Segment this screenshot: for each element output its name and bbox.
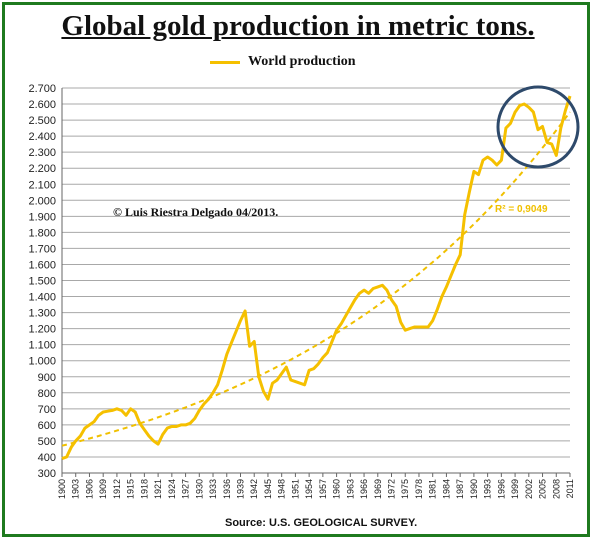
x-tick-label: 1921 <box>153 479 163 499</box>
y-tick-label: 500 <box>38 436 56 448</box>
y-tick-label: 1.600 <box>28 259 56 271</box>
x-tick-label: 1993 <box>483 479 493 499</box>
y-tick-label: 700 <box>38 404 56 416</box>
x-tick-label: 2011 <box>565 479 575 498</box>
x-tick-label: 1927 <box>181 479 191 499</box>
x-tick-label: 1948 <box>277 479 287 499</box>
copyright-annotation: © Luis Riestra Delgado 04/2013. <box>113 205 279 219</box>
source-note: Source: U.S. GEOLOGICAL SURVEY. <box>225 517 418 529</box>
y-tick-label: 800 <box>38 388 56 400</box>
x-tick-label: 1996 <box>496 479 506 499</box>
x-tick-label: 1972 <box>387 479 397 499</box>
x-tick-label: 1945 <box>263 479 273 499</box>
y-tick-label: 400 <box>38 452 56 464</box>
x-tick-label: 1912 <box>112 479 122 499</box>
x-tick-label: 1966 <box>359 479 369 499</box>
x-tick-label: 1951 <box>290 479 300 499</box>
y-tick-label: 2.000 <box>28 195 56 207</box>
x-tick-label: 1984 <box>441 479 451 499</box>
trendline-r2-label: R² = 0,9049 <box>495 204 548 215</box>
y-tick-label: 600 <box>38 420 56 432</box>
x-tick-label: 1981 <box>428 479 438 499</box>
x-tick-label: 1978 <box>414 479 424 499</box>
x-tick-label: 1963 <box>345 479 355 499</box>
legend-swatch <box>210 60 240 64</box>
x-tick-label: 1924 <box>167 479 177 499</box>
x-tick-label: 1957 <box>318 479 328 499</box>
y-tick-label: 2.100 <box>28 179 56 191</box>
chart-frame <box>2 2 590 537</box>
y-tick-label: 1.900 <box>28 211 56 223</box>
x-tick-label: 1900 <box>57 479 67 499</box>
y-tick-label: 2.700 <box>28 83 56 95</box>
x-tick-label: 1903 <box>71 479 81 499</box>
y-tick-label: 2.400 <box>28 131 56 143</box>
x-tick-label: 1909 <box>98 479 108 499</box>
x-tick-label: 1954 <box>304 479 314 499</box>
y-tick-label: 1.500 <box>28 276 56 288</box>
y-axis-ticks: 300 400 500 600 700 800 900 1.000 1.100 1.200 1.30… <box>28 83 56 480</box>
highlight-circle <box>496 85 580 169</box>
x-tick-label: 1933 <box>208 479 218 499</box>
y-tick-label: 1.200 <box>28 324 56 336</box>
y-tick-label: 2.600 <box>28 99 56 111</box>
x-tick-label: 1936 <box>222 479 232 499</box>
gridlines <box>61 87 570 474</box>
series-line-world-production <box>61 95 572 461</box>
x-tick-label: 2002 <box>524 479 534 499</box>
y-tick-label: 2.300 <box>28 147 56 159</box>
chart-title: Global gold production in metric tons. <box>61 10 535 42</box>
y-tick-label: 1.000 <box>28 356 56 368</box>
x-tick-label: 1960 <box>332 479 342 499</box>
y-tick-label: 1.100 <box>28 340 56 352</box>
x-tick-label: 1915 <box>126 479 136 499</box>
x-tick-label: 1930 <box>194 479 204 499</box>
y-tick-label: 1.300 <box>28 308 56 320</box>
x-tick-label: 1987 <box>455 479 465 499</box>
y-tick-label: 2.200 <box>28 163 56 175</box>
x-tick-label: 2005 <box>538 479 548 499</box>
y-tick-label: 900 <box>38 372 56 384</box>
y-tick-label: 1.800 <box>28 227 56 239</box>
x-tick-label: 1975 <box>400 479 410 499</box>
x-tick-label: 1969 <box>373 479 383 499</box>
x-tick-label: 1918 <box>139 479 149 499</box>
annotations <box>496 85 580 169</box>
series-layer <box>61 95 572 461</box>
x-tick-label: 1906 <box>84 479 94 499</box>
y-tick-label: 300 <box>38 468 56 480</box>
y-tick-label: 1.700 <box>28 243 56 255</box>
legend: World production <box>210 52 356 72</box>
x-tick-label: 2008 <box>551 479 561 499</box>
y-tick-label: 2.500 <box>28 115 56 127</box>
x-tick-label: 1939 <box>235 479 245 499</box>
x-tick-label: 1990 <box>469 479 479 499</box>
y-tick-label: 1.400 <box>28 292 56 304</box>
x-tick-label: 1942 <box>249 479 259 499</box>
x-tick-label: 1999 <box>510 479 520 499</box>
legend-label: World production <box>248 54 356 69</box>
x-axis-ticks: 1900 1903 1906 1909 1912 1915 1918 1921 1924 1927… <box>57 473 575 499</box>
trendline <box>61 111 571 447</box>
